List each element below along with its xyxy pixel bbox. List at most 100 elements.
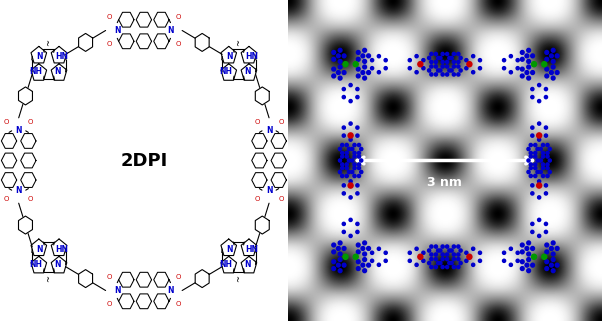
Circle shape xyxy=(348,183,353,188)
Circle shape xyxy=(434,265,438,269)
Circle shape xyxy=(434,245,438,248)
Circle shape xyxy=(367,71,370,74)
Circle shape xyxy=(538,234,541,238)
Circle shape xyxy=(541,143,545,147)
Text: NH: NH xyxy=(29,260,42,269)
Circle shape xyxy=(527,65,530,69)
Circle shape xyxy=(527,258,530,262)
Circle shape xyxy=(363,252,367,256)
Circle shape xyxy=(427,56,430,60)
Circle shape xyxy=(436,261,439,265)
Circle shape xyxy=(465,58,468,62)
Circle shape xyxy=(536,133,542,138)
Circle shape xyxy=(430,253,433,256)
Circle shape xyxy=(408,66,411,70)
Circle shape xyxy=(430,73,433,76)
Circle shape xyxy=(531,263,535,267)
Circle shape xyxy=(356,134,359,137)
Circle shape xyxy=(347,159,350,162)
Text: HN: HN xyxy=(245,245,258,254)
Circle shape xyxy=(544,95,548,99)
Circle shape xyxy=(551,76,555,80)
Circle shape xyxy=(529,166,532,169)
Circle shape xyxy=(439,69,442,72)
Circle shape xyxy=(531,134,534,137)
Circle shape xyxy=(516,58,520,62)
Circle shape xyxy=(349,234,352,238)
Text: ~: ~ xyxy=(45,39,54,46)
Circle shape xyxy=(452,52,456,56)
Circle shape xyxy=(363,59,367,63)
Circle shape xyxy=(520,50,524,54)
Circle shape xyxy=(452,253,456,256)
Circle shape xyxy=(452,257,456,261)
Circle shape xyxy=(349,196,352,199)
Circle shape xyxy=(356,260,360,264)
Circle shape xyxy=(345,143,349,147)
Text: NH: NH xyxy=(219,260,232,269)
Circle shape xyxy=(358,155,361,158)
Circle shape xyxy=(459,69,462,72)
Text: NH: NH xyxy=(29,67,42,76)
Circle shape xyxy=(377,55,380,58)
Circle shape xyxy=(531,247,535,250)
Circle shape xyxy=(370,251,374,254)
Circle shape xyxy=(527,147,530,151)
Circle shape xyxy=(347,147,350,151)
Circle shape xyxy=(545,57,548,61)
Circle shape xyxy=(358,166,361,169)
Circle shape xyxy=(479,259,482,263)
Circle shape xyxy=(541,163,545,166)
Text: ~: ~ xyxy=(45,275,54,282)
Circle shape xyxy=(542,62,547,67)
Circle shape xyxy=(538,218,541,221)
Circle shape xyxy=(448,69,451,72)
Circle shape xyxy=(439,56,442,60)
Circle shape xyxy=(430,257,433,261)
Circle shape xyxy=(531,230,534,234)
Circle shape xyxy=(359,147,363,151)
Circle shape xyxy=(338,159,341,162)
Circle shape xyxy=(457,265,460,269)
Circle shape xyxy=(430,52,433,56)
Circle shape xyxy=(363,76,367,80)
Circle shape xyxy=(532,62,536,67)
Circle shape xyxy=(503,66,506,70)
Circle shape xyxy=(527,269,530,273)
Circle shape xyxy=(459,56,462,60)
Circle shape xyxy=(520,57,524,61)
Circle shape xyxy=(525,54,529,58)
Circle shape xyxy=(479,58,482,62)
Circle shape xyxy=(445,257,448,261)
Circle shape xyxy=(342,126,346,129)
Circle shape xyxy=(531,192,534,195)
Circle shape xyxy=(534,166,537,169)
Text: HN: HN xyxy=(55,245,69,254)
Circle shape xyxy=(351,159,354,162)
Circle shape xyxy=(471,247,475,250)
Circle shape xyxy=(338,48,342,52)
Circle shape xyxy=(358,152,361,155)
Circle shape xyxy=(525,71,529,74)
Circle shape xyxy=(551,59,555,63)
Circle shape xyxy=(503,259,506,263)
Circle shape xyxy=(450,56,453,60)
Circle shape xyxy=(503,58,506,62)
Circle shape xyxy=(332,260,335,264)
Circle shape xyxy=(448,261,451,265)
Circle shape xyxy=(361,263,365,267)
Circle shape xyxy=(338,269,342,273)
Circle shape xyxy=(361,71,365,74)
Circle shape xyxy=(531,87,534,91)
Text: N: N xyxy=(114,26,120,35)
Circle shape xyxy=(529,155,532,158)
Circle shape xyxy=(531,126,534,129)
Circle shape xyxy=(367,247,370,250)
Circle shape xyxy=(332,250,335,254)
Circle shape xyxy=(418,62,423,67)
Circle shape xyxy=(546,163,549,166)
Circle shape xyxy=(445,73,448,76)
Text: HN: HN xyxy=(55,52,69,61)
Circle shape xyxy=(529,174,532,178)
Circle shape xyxy=(548,147,551,151)
